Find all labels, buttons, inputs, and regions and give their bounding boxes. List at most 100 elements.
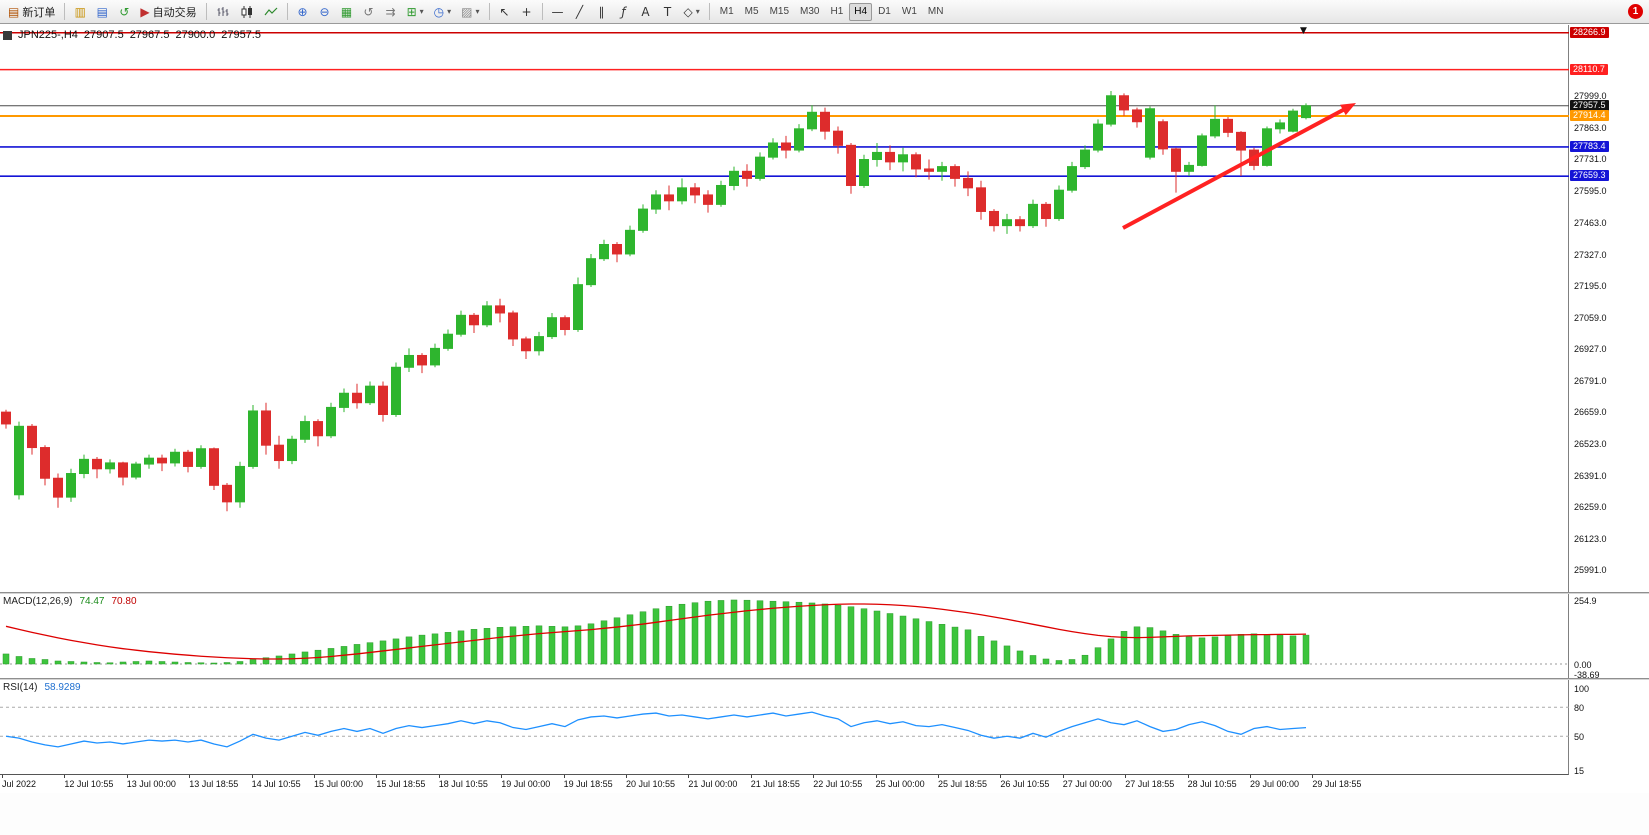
timeframe-d1[interactable]: D1 (878, 6, 891, 17)
new-order-button[interactable]: ▤ 新订单 (4, 2, 59, 22)
candle-up[interactable] (872, 142, 882, 167)
timeframe-m30[interactable]: M30 (800, 6, 820, 17)
cursor-tool-button[interactable]: ↖ (495, 2, 515, 22)
candle-up[interactable] (1184, 161, 1194, 177)
candle-up[interactable] (729, 166, 739, 191)
candle-up[interactable] (573, 277, 583, 332)
candle-up[interactable] (1275, 119, 1285, 134)
macd-canvas[interactable] (0, 594, 1569, 678)
candle-up[interactable] (1002, 213, 1012, 234)
candle-down[interactable] (183, 449, 193, 473)
market-watch-button[interactable]: ▤ (92, 2, 112, 22)
candle-up[interactable] (131, 461, 141, 480)
candle-down[interactable] (1041, 202, 1051, 227)
channel-tool-button[interactable]: ∥ (592, 2, 612, 22)
candle-up[interactable] (365, 381, 375, 406)
text-tool-button[interactable]: A (636, 2, 656, 22)
indicators-button[interactable]: ⊞ ▾ (403, 2, 428, 22)
crosshair-tool-button[interactable]: + (517, 2, 537, 22)
zoom-out-button[interactable]: ⊖ (315, 2, 335, 22)
candle-down[interactable] (820, 107, 830, 140)
candle-up[interactable] (404, 348, 414, 373)
candle-up[interactable] (79, 454, 89, 479)
candle-up[interactable] (651, 190, 661, 214)
candle-down[interactable] (1132, 107, 1142, 128)
candle-down[interactable] (742, 164, 752, 187)
candle-up[interactable] (859, 154, 869, 188)
candle-up[interactable] (1106, 91, 1116, 127)
candle-up[interactable] (1080, 145, 1090, 169)
candle-up[interactable] (547, 312, 557, 339)
tile-windows-button[interactable]: ▦ (337, 2, 357, 22)
candle-up[interactable] (716, 180, 726, 207)
candle-up[interactable] (300, 415, 310, 443)
candle-up[interactable] (1054, 185, 1064, 221)
charts-button[interactable]: ▥ (70, 2, 90, 22)
auto-scroll-button[interactable]: ↺ (359, 2, 379, 22)
horizontal-line-tool-button[interactable]: — (548, 2, 568, 22)
candle-down[interactable] (1236, 131, 1246, 177)
line-chart-button[interactable] (260, 2, 282, 22)
candle-up[interactable] (1067, 161, 1077, 193)
candle-down[interactable] (885, 145, 895, 171)
candle-up[interactable] (196, 445, 206, 469)
candle-up[interactable] (144, 454, 154, 469)
candle-down[interactable] (1158, 119, 1168, 155)
candle-up[interactable] (14, 421, 24, 500)
templates-button[interactable]: ▨ ▾ (457, 2, 483, 22)
trendline-tool-button[interactable]: ╱ (570, 2, 590, 22)
candle-down[interactable] (1, 409, 11, 429)
candle-up[interactable] (170, 448, 180, 467)
candle-up[interactable] (391, 362, 401, 417)
candle-down[interactable] (924, 159, 934, 180)
candle-down[interactable] (508, 310, 518, 347)
candle-down[interactable] (495, 298, 505, 323)
price-axis[interactable]: 27999.0 27863.0 27731.0 27595.0 27463.0 27327… (1569, 25, 1649, 793)
candle-up[interactable] (326, 402, 336, 439)
candle-up[interactable] (638, 204, 648, 233)
candle-down[interactable] (378, 381, 388, 422)
candle-down[interactable] (989, 209, 999, 232)
candle-down[interactable] (690, 183, 700, 204)
candle-up[interactable] (1197, 133, 1207, 167)
rsi-canvas[interactable] (0, 680, 1569, 775)
chart-shift-button[interactable]: ⇉ (381, 2, 401, 22)
candle-up[interactable] (768, 138, 778, 160)
candle-up[interactable] (287, 435, 297, 465)
candle-down[interactable] (261, 402, 271, 455)
candle-up[interactable] (1028, 199, 1038, 228)
candle-up[interactable] (430, 343, 440, 368)
candle-down[interactable] (352, 383, 362, 409)
notification-badge[interactable]: 1 (1628, 4, 1643, 19)
candle-down[interactable] (703, 190, 713, 213)
candle-up[interactable] (586, 253, 596, 288)
candle-down[interactable] (846, 142, 856, 194)
candle-down[interactable] (53, 473, 63, 508)
timeframe-m1[interactable]: M1 (719, 6, 734, 17)
candle-down[interactable] (313, 419, 323, 447)
candle-down[interactable] (521, 336, 531, 360)
candle-up[interactable] (937, 161, 947, 181)
candle-up[interactable] (1262, 126, 1272, 167)
panel-divider[interactable] (0, 678, 1649, 680)
candle-down[interactable] (1223, 117, 1233, 138)
trend-arrow[interactable] (1122, 104, 1352, 230)
timeframe-h1[interactable]: H1 (830, 6, 844, 17)
candle-up[interactable] (898, 147, 908, 172)
candle-up[interactable] (1145, 106, 1155, 160)
candle-up[interactable] (599, 239, 609, 262)
candle-down[interactable] (950, 164, 960, 187)
timeframe-m15[interactable]: M15 (769, 6, 790, 17)
candle-up[interactable] (443, 329, 453, 351)
timeframe-m5[interactable]: M5 (744, 6, 759, 17)
timeframe-w1[interactable]: W1 (901, 6, 917, 17)
candle-up[interactable] (1210, 105, 1220, 139)
candle-up[interactable] (1301, 103, 1311, 120)
chart-menu-icon[interactable] (3, 30, 12, 40)
candle-up[interactable] (66, 468, 76, 502)
bar-chart-button[interactable] (212, 2, 234, 22)
candle-down[interactable] (417, 353, 427, 374)
timeframe-mn[interactable]: MN (927, 6, 944, 17)
fibonacci-tool-button[interactable]: ƒ (614, 2, 634, 22)
candle-up[interactable] (248, 405, 258, 469)
